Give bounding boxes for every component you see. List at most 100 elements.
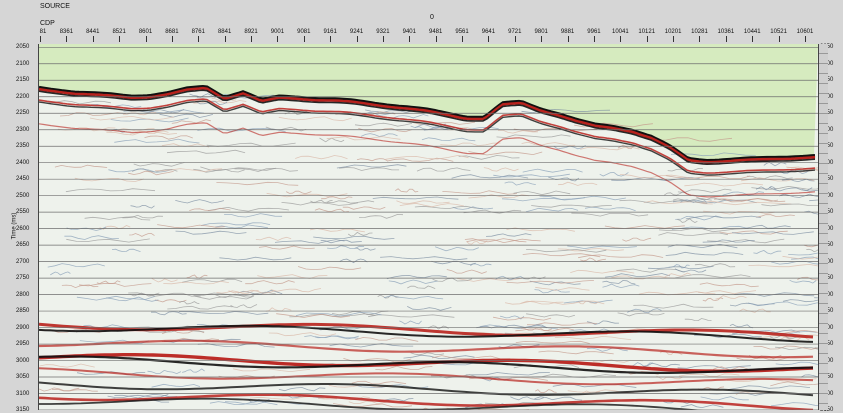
cdp-tick-label: 10201 xyxy=(664,29,682,35)
cdp-tick xyxy=(620,36,622,42)
sediment-wiggle xyxy=(182,368,205,373)
sediment-wiggle xyxy=(797,276,818,281)
cdp-tick-label: 8681 xyxy=(165,29,179,35)
sediment-wiggle xyxy=(694,263,736,268)
sediment-wiggle xyxy=(175,199,224,204)
sediment-wiggle xyxy=(567,245,637,250)
right-scroll-strip[interactable] xyxy=(818,44,828,410)
deep-reflector xyxy=(39,381,814,397)
sediment-wiggle xyxy=(463,209,522,214)
sediment-wiggle xyxy=(166,149,246,154)
sediment-wiggle xyxy=(136,109,185,114)
sediment-wiggle xyxy=(574,122,653,128)
sediment-wiggle xyxy=(47,263,105,268)
sediment-wiggle xyxy=(407,306,452,311)
cdp-tick-label: 9241 xyxy=(349,29,364,35)
time-tick-label: 2400 xyxy=(16,159,30,166)
sediment-wiggle xyxy=(175,230,247,235)
time-tick-label: 2200 xyxy=(16,93,30,100)
cdp-tick-label: 9161 xyxy=(323,29,337,35)
sediment-wiggle xyxy=(553,144,586,150)
cdp-tick-label: 81 xyxy=(39,29,47,35)
sediment-wiggle xyxy=(358,128,412,133)
sediment-wiggle xyxy=(295,155,348,160)
time-tick-label: 2300 xyxy=(16,126,30,133)
sediment-wiggle xyxy=(410,352,444,356)
sediment-wiggle xyxy=(521,300,605,305)
sediment-wiggle xyxy=(407,285,436,289)
sediment-wiggle xyxy=(586,347,628,352)
sediment-wiggle xyxy=(257,274,328,279)
sediment-wiggle xyxy=(336,164,407,169)
sediment-wiggle xyxy=(495,275,525,281)
sediment-wiggle xyxy=(702,239,755,243)
sediment-wiggle xyxy=(748,263,818,268)
sediment-wiggle xyxy=(89,115,175,121)
cdp-tick-label: 8361 xyxy=(59,29,74,35)
sediment-wiggle xyxy=(605,273,671,278)
sediment-wiggle xyxy=(79,339,149,345)
sediment-wiggle xyxy=(278,387,326,392)
sediment-wiggle xyxy=(672,199,757,204)
deep-reflector xyxy=(39,393,814,410)
sediment-wiggle xyxy=(753,250,782,255)
seismic-section[interactable] xyxy=(38,44,819,410)
cdp-tick-label: 10521 xyxy=(770,29,787,35)
sediment-wiggle xyxy=(677,218,698,223)
sediment-wiggle xyxy=(643,362,680,368)
cdp-tick xyxy=(409,36,411,42)
cdp-tick-label: 8761 xyxy=(191,29,205,35)
sediment-wiggle xyxy=(268,332,337,337)
sediment-wiggle xyxy=(756,214,795,218)
sediment-wiggle xyxy=(383,295,444,300)
sediment-wiggle xyxy=(319,137,345,143)
cdp-tick-label: 8841 xyxy=(217,29,232,35)
cdp-tick-label: 9721 xyxy=(508,29,522,35)
sediment-wiggle xyxy=(775,361,818,366)
sediment-wiggle xyxy=(386,157,454,162)
cdp-tick-label: 10601 xyxy=(796,29,814,35)
sediment-wiggle xyxy=(200,166,277,172)
sediment-wiggle xyxy=(701,200,792,206)
sediment-wiggle xyxy=(421,137,476,142)
sediment-wiggle xyxy=(758,334,818,339)
sediment-wiggle xyxy=(611,275,675,280)
sediment-wiggle xyxy=(643,200,713,205)
cdp-tick xyxy=(435,36,437,42)
sediment-wiggle xyxy=(738,308,771,313)
sediment-wiggle xyxy=(274,239,345,244)
sediment-wiggle xyxy=(782,255,818,260)
cdp-tick-label: 9641 xyxy=(481,29,496,35)
sediment-wiggle xyxy=(526,313,576,318)
sediment-wiggle xyxy=(359,213,404,219)
sediment-wiggle xyxy=(48,100,111,105)
sediment-wiggle xyxy=(151,278,178,283)
sediment-wiggle xyxy=(809,199,818,202)
sediment-wiggle xyxy=(803,244,818,248)
sediment-wiggle xyxy=(584,206,636,212)
sediment-wiggle xyxy=(747,175,793,180)
sediment-wiggle xyxy=(501,197,586,202)
sediment-wiggle xyxy=(466,240,488,245)
time-tick-label: 2900 xyxy=(16,324,30,331)
sediment-wiggle xyxy=(442,190,518,195)
sediment-wiggle xyxy=(483,167,519,172)
cdp-tick-label: 9881 xyxy=(560,29,575,35)
cdp-tick-label: 9401 xyxy=(402,29,416,35)
time-tick-label: 2100 xyxy=(16,60,30,67)
sediment-wiggle xyxy=(329,343,414,348)
sediment-wiggle xyxy=(64,235,119,240)
sediment-wiggle xyxy=(157,224,225,229)
sediment-wiggle xyxy=(627,308,662,314)
sediment-wiggle xyxy=(96,280,121,285)
sediment-wiggle xyxy=(108,168,173,173)
sediment-wiggle xyxy=(182,278,243,283)
sediment-wiggle xyxy=(179,300,200,305)
sediment-wiggle xyxy=(755,185,777,191)
sediment-wiggle xyxy=(513,190,571,196)
sediment-wiggle xyxy=(129,233,155,237)
sediment-wiggle xyxy=(147,369,182,375)
sediment-wiggle xyxy=(122,214,163,219)
subseafloor-reflector xyxy=(39,122,816,198)
sediment-wiggle xyxy=(265,126,307,132)
